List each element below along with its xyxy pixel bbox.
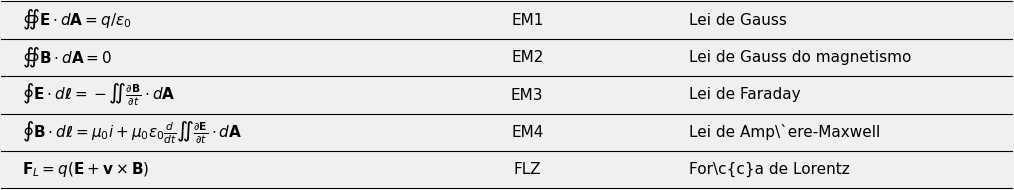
Text: $\oiint \mathbf{B} \cdot d\mathbf{A} = 0$: $\oiint \mathbf{B} \cdot d\mathbf{A} = 0…: [21, 46, 112, 70]
Text: For\c{c}a de Lorentz: For\c{c}a de Lorentz: [690, 162, 850, 177]
Text: EM3: EM3: [511, 88, 544, 102]
Text: $\mathbf{F}_L = q\left(\mathbf{E} + \mathbf{v} \times \mathbf{B}\right)$: $\mathbf{F}_L = q\left(\mathbf{E} + \mat…: [21, 160, 149, 179]
Text: Lei de Gauss do magnetismo: Lei de Gauss do magnetismo: [690, 50, 912, 65]
Text: $\oiint \mathbf{E} \cdot d\mathbf{A} = q/\varepsilon_0$: $\oiint \mathbf{E} \cdot d\mathbf{A} = q…: [21, 8, 131, 32]
Text: Lei de Gauss: Lei de Gauss: [690, 13, 787, 28]
Text: $\oint \mathbf{B} \cdot d\boldsymbol{\ell} = \mu_0 i + \mu_0\varepsilon_0 \frac{: $\oint \mathbf{B} \cdot d\boldsymbol{\el…: [21, 119, 242, 146]
Text: Lei de Faraday: Lei de Faraday: [690, 88, 801, 102]
Text: Lei de Amp\`ere-Maxwell: Lei de Amp\`ere-Maxwell: [690, 124, 880, 140]
Text: EM2: EM2: [511, 50, 544, 65]
Text: $\oint \mathbf{E} \cdot d\boldsymbol{\ell} = -\iint \frac{\partial \mathbf{B}}{\: $\oint \mathbf{E} \cdot d\boldsymbol{\el…: [21, 82, 175, 108]
Text: EM4: EM4: [511, 125, 544, 140]
Text: EM1: EM1: [511, 13, 544, 28]
Text: FLZ: FLZ: [513, 162, 541, 177]
